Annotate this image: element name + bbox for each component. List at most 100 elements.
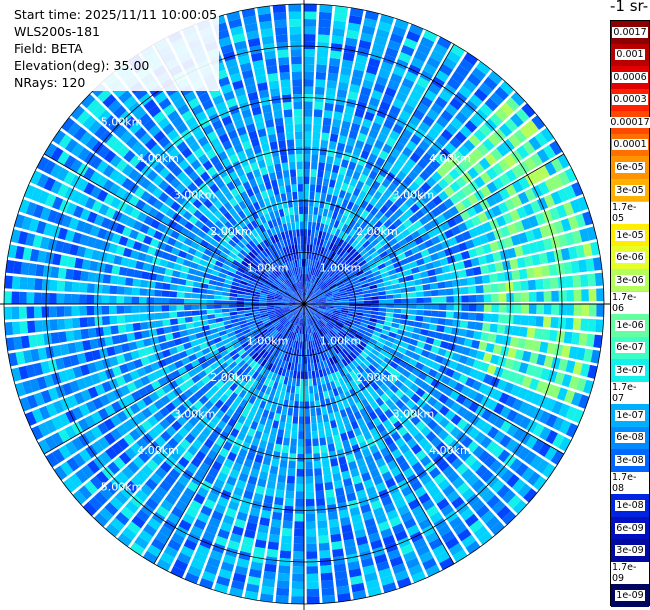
radar-gate: [319, 271, 325, 279]
radar-gate: [326, 300, 334, 303]
radar-gate: [278, 287, 286, 293]
radar-gate: [330, 171, 338, 181]
radar-gate: [139, 223, 150, 234]
radar-gate: [348, 341, 357, 349]
radar-gate: [142, 338, 152, 347]
radar-gate: [160, 430, 172, 442]
radar-gate: [323, 421, 331, 430]
radar-gate: [492, 344, 503, 355]
radar-gate: [319, 4, 333, 13]
radar-gate: [392, 65, 406, 77]
radar-gate: [237, 252, 246, 260]
radar-gate: [244, 401, 253, 411]
radar-gate: [445, 288, 454, 296]
radar-gate: [271, 218, 278, 227]
radar-gate: [399, 192, 410, 203]
radar-gate: [409, 260, 418, 269]
azimuth-spoke: [303, 43, 455, 305]
radar-gate: [173, 240, 184, 250]
radar-gate: [399, 110, 411, 122]
radar-gate: [359, 325, 368, 331]
radar-gate: [423, 443, 435, 455]
radar-gate: [326, 155, 334, 165]
radar-gate: [286, 415, 293, 424]
radar-gate: [436, 274, 445, 282]
radar-gate: [471, 479, 485, 492]
radar-gate: [401, 128, 413, 140]
radar-gate: [22, 349, 33, 364]
radar-gate: [335, 180, 343, 190]
radar-gate: [357, 328, 366, 335]
radar-gate: [403, 467, 415, 479]
radar-gate: [110, 476, 124, 490]
radar-gate: [229, 532, 242, 544]
radar-gate: [338, 285, 346, 291]
radar-gate: [380, 575, 395, 586]
radar-gate: [412, 164, 424, 175]
radar-gate: [393, 313, 401, 319]
radar-gate: [274, 365, 280, 375]
radar-gate: [290, 49, 302, 57]
radar-gate: [126, 521, 141, 535]
radar-gate: [265, 157, 274, 167]
radar-gate: [379, 214, 389, 224]
radar-gate: [251, 106, 262, 116]
radar-gate: [363, 304, 372, 307]
radar-gate: [336, 321, 345, 327]
radar-gate: [280, 352, 286, 361]
radar-gate: [445, 536, 460, 550]
radar-gate: [188, 416, 199, 427]
radar-gate: [352, 213, 361, 222]
radar-gate: [309, 191, 315, 200]
radar-gate: [131, 515, 146, 529]
radar-gate: [248, 130, 258, 140]
radar-gate: [414, 511, 428, 524]
radar-gate: [281, 298, 290, 301]
radar-gate: [543, 355, 554, 368]
radar-gate: [382, 535, 396, 546]
radar-gate: [276, 313, 284, 318]
radar-gate: [263, 495, 274, 505]
radar-gate: [458, 328, 467, 337]
radar-gate: [411, 443, 422, 455]
radar-gate: [229, 311, 238, 316]
radar-gate: [340, 241, 348, 250]
radar-gate: [120, 257, 130, 267]
radar-gate: [292, 566, 304, 574]
radar-gate: [283, 310, 291, 315]
radar-gate: [289, 305, 297, 308]
radar-gate: [347, 290, 356, 295]
radar-gate: [79, 364, 91, 376]
radar-gate: [468, 348, 478, 359]
radar-gate: [279, 335, 286, 343]
radar-gate: [199, 537, 213, 550]
radar-gate: [262, 230, 270, 240]
radar-gate: [350, 122, 361, 133]
radar-gate: [425, 531, 439, 544]
radar-gate: [462, 365, 473, 376]
radar-gate: [482, 243, 492, 254]
radar-gate: [399, 443, 410, 455]
radar-gate: [182, 512, 196, 525]
radar-gate: [278, 316, 286, 322]
radar-gate: [171, 532, 185, 545]
radar-gate: [200, 505, 213, 517]
radar-gate: [234, 244, 243, 253]
radar-gate: [274, 250, 280, 259]
radar-gate: [371, 348, 380, 357]
radar-gate: [86, 211, 98, 224]
radar-gate: [241, 326, 250, 332]
radar-gate: [239, 62, 252, 73]
radar-gate: [445, 103, 458, 117]
radar-gate: [177, 317, 186, 324]
radar-gate: [307, 333, 310, 342]
radar-gate: [31, 425, 44, 441]
radar-gate: [227, 540, 240, 551]
radar-gate: [248, 395, 257, 405]
radar-gate: [318, 26, 331, 36]
radar-gate: [317, 422, 324, 431]
radar-gate: [311, 301, 319, 304]
radar-gate: [248, 568, 262, 579]
radar-gate: [472, 445, 485, 458]
radar-gate: [35, 333, 45, 347]
